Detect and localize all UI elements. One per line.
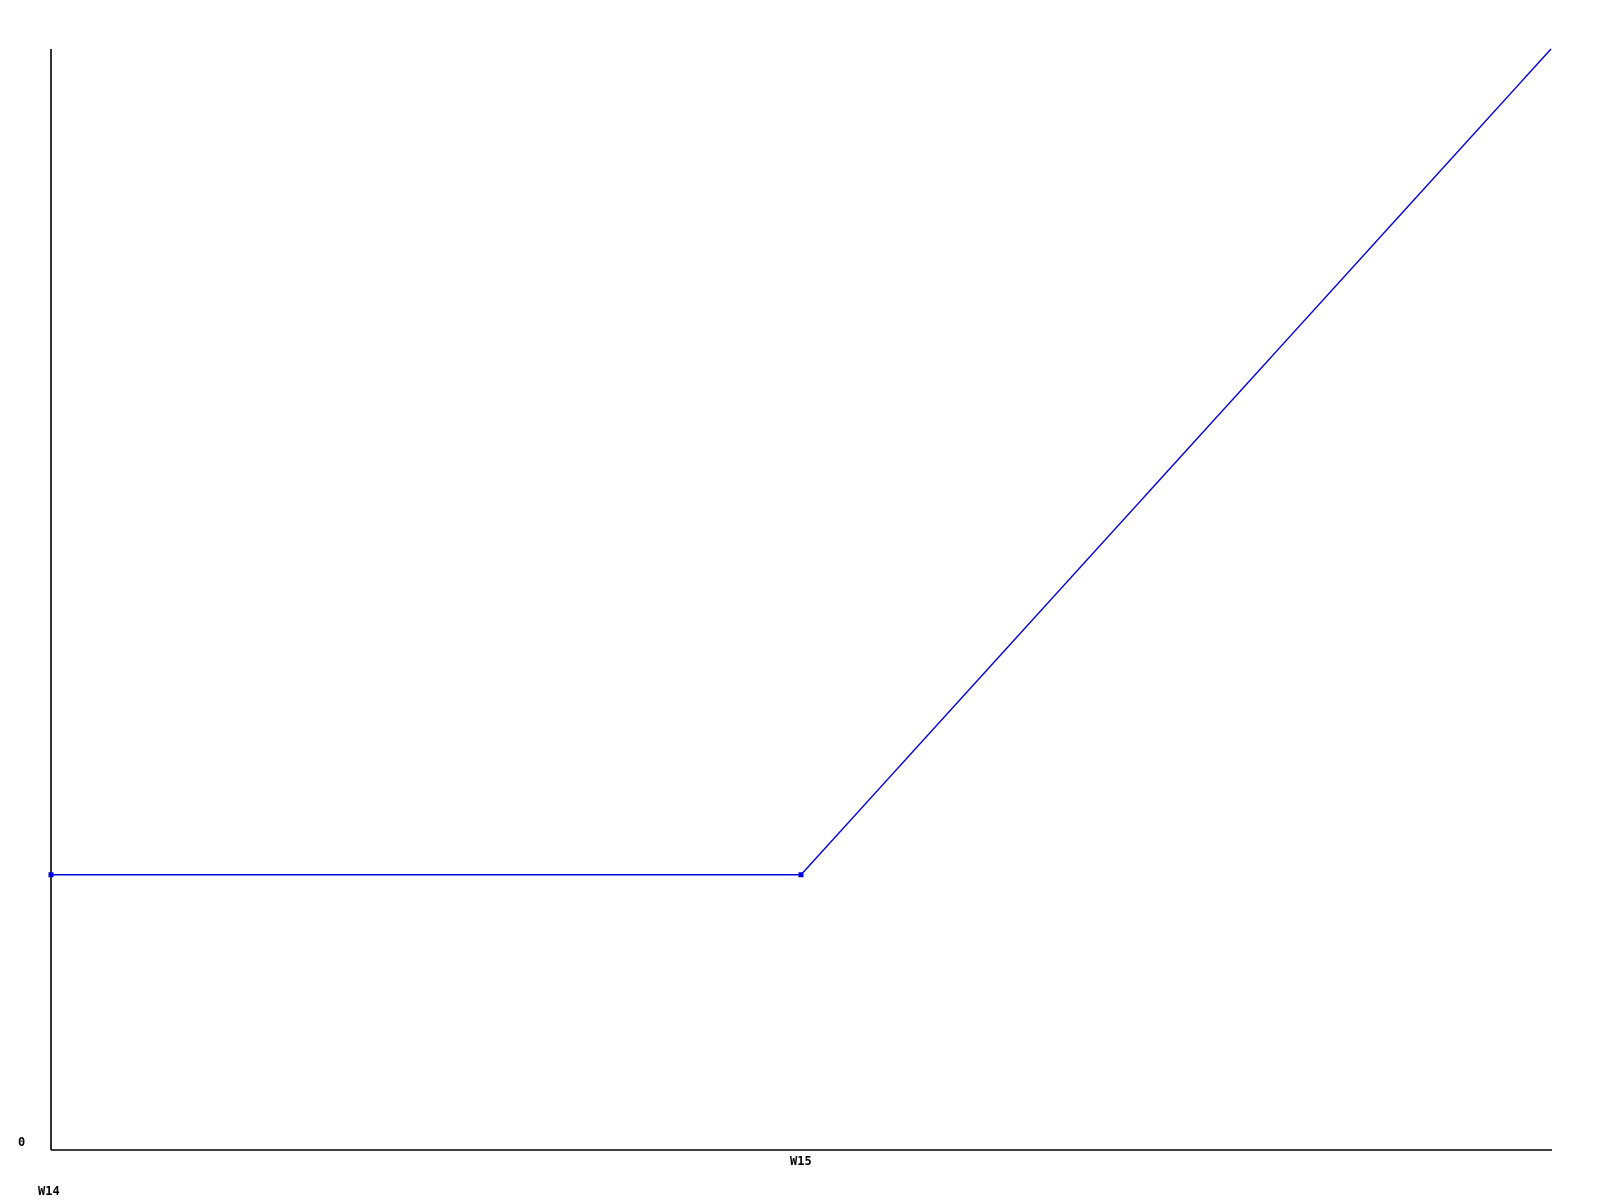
x-tick-week-label: W14	[38, 1184, 60, 1198]
y-axis-tick-label-zero: 0	[18, 1135, 26, 1149]
data-point-marker	[798, 872, 804, 878]
x-axis-tick-label-w15: W15	[790, 1154, 812, 1168]
series-line	[51, 48, 1552, 876]
data-point-marker	[48, 872, 54, 878]
x-axis-tick-label-w14: W14 2026	[38, 1154, 67, 1200]
